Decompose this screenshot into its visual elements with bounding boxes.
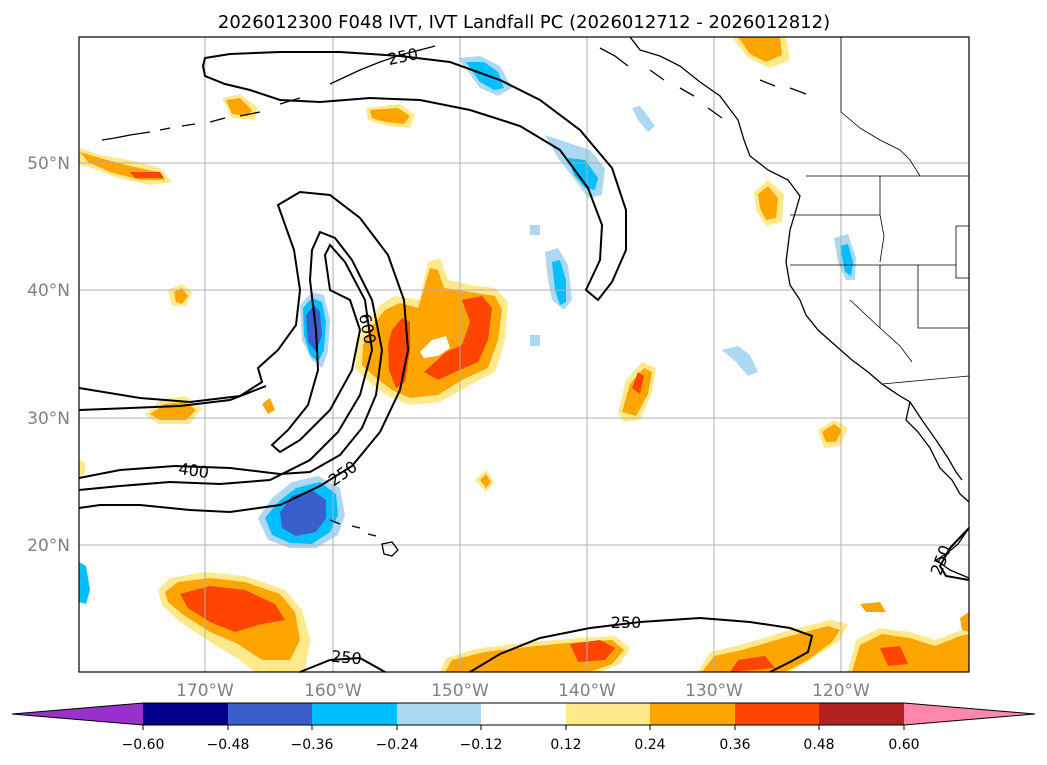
negative-pc-region <box>568 158 598 190</box>
positive-pc-region <box>370 108 410 124</box>
map-panel: 250 600 400 250 250 250 250 <box>78 36 970 673</box>
colorbar-extend-high <box>904 703 1035 725</box>
ivt-contours <box>78 51 970 673</box>
positive-pc-region <box>174 288 188 304</box>
colorbar-tick-label: 0.24 <box>634 737 665 753</box>
colorbar-segment <box>143 703 228 725</box>
negative-pc-region <box>280 490 326 536</box>
us-state-lines <box>790 176 970 385</box>
gridlines <box>79 37 969 672</box>
positive-pc-region <box>738 37 782 62</box>
negative-pc-region <box>466 62 504 90</box>
north-america-coastline <box>629 36 970 503</box>
positive-pc-region <box>822 424 842 442</box>
lon-label: 120°W <box>812 681 870 701</box>
lon-label: 150°W <box>431 681 489 701</box>
ivt-contour-400-outer <box>78 190 410 514</box>
colorbar-segment <box>650 703 735 725</box>
negative-pc-region <box>306 305 322 352</box>
colorbar-segment <box>481 703 566 725</box>
positive-pc-region <box>480 474 491 488</box>
latitude-labels: 50°N 40°N 30°N 20°N <box>27 154 70 556</box>
map-background <box>79 37 969 672</box>
longitude-labels: 170°W 160°W 150°W 140°W 130°W 120°W <box>176 681 870 701</box>
positive-pc-region <box>960 612 969 632</box>
lat-label: 50°N <box>27 154 70 174</box>
colorbar-tick-label: −0.60 <box>122 737 165 753</box>
colorbar-tick-label: 0.60 <box>888 737 919 753</box>
ivt-contour-250-west <box>78 385 267 411</box>
colorbar: −0.60 −0.48 −0.36 −0.24 −0.12 0.12 0.24 … <box>11 702 1036 753</box>
colorbar-segment <box>397 703 481 725</box>
lat-label: 30°N <box>27 409 70 429</box>
colorbar-tick-label: −0.48 <box>207 737 250 753</box>
colorbar-segment <box>566 703 650 725</box>
map-frame <box>78 36 970 673</box>
colorbar-segment <box>228 703 312 725</box>
negative-pc-region <box>840 244 853 276</box>
positive-pc-region <box>852 634 969 672</box>
positive-pc-region <box>226 98 252 116</box>
lat-label: 20°N <box>27 536 70 556</box>
pc-shading <box>79 37 969 672</box>
colorbar-tick-label: −0.12 <box>460 737 503 753</box>
positive-pc-region <box>424 296 492 380</box>
positive-pc-region <box>130 172 164 178</box>
positive-pc-region <box>730 656 775 672</box>
colorbar-segment <box>735 703 819 725</box>
lat-label: 40°N <box>27 281 70 301</box>
colorbar-tick-label: −0.24 <box>376 737 419 753</box>
positive-pc-region <box>758 186 778 220</box>
contour-label: 250 <box>330 647 362 669</box>
colorbar-tick-label: 0.36 <box>719 737 750 753</box>
alaska-panhandle-islands <box>599 47 807 119</box>
colorbar-tick-label: 0.48 <box>803 737 834 753</box>
figure-title: 2026012300 F048 IVT, IVT Landfall PC (20… <box>218 12 830 33</box>
lon-label: 140°W <box>558 681 616 701</box>
positive-pc-region <box>632 372 644 394</box>
colorbar-segment <box>312 703 397 725</box>
positive-pc-region <box>880 646 908 666</box>
contour-label: 250 <box>611 613 642 632</box>
positive-pc-region <box>860 602 886 612</box>
contour-label: 400 <box>177 459 210 482</box>
colorbar-extend-low <box>12 703 143 725</box>
negative-pc-region <box>79 562 90 604</box>
positive-pc-region <box>180 586 285 632</box>
colorbar-tick-label: 0.12 <box>550 737 581 753</box>
colorbar-ticks <box>142 725 905 730</box>
coastlines <box>101 36 970 579</box>
hawaii-islands <box>329 519 399 557</box>
baja-peninsula-coast <box>909 401 963 481</box>
positive-pc-region <box>702 626 840 672</box>
positive-pc-region <box>262 398 275 414</box>
lon-label: 170°W <box>176 681 234 701</box>
positive-pc-region <box>622 368 652 416</box>
negative-pc-region <box>552 260 566 305</box>
positive-pc-region <box>570 640 615 662</box>
ivt-contour-250-north <box>201 51 627 302</box>
lon-label: 160°W <box>304 681 362 701</box>
ivt-contour-250-bottom-center <box>469 616 814 673</box>
negative-pc-region <box>530 225 540 235</box>
negative-pc-region <box>530 335 540 346</box>
ivt-contour-400-inner <box>78 230 384 491</box>
mexico-mainland-coast <box>934 527 970 579</box>
lon-label: 130°W <box>685 681 743 701</box>
colorbar-tick-label: −0.36 <box>291 737 334 753</box>
aleutian-islands <box>101 45 436 141</box>
negative-pc-region <box>632 106 655 132</box>
pc-hole <box>420 336 450 358</box>
positive-pc-region <box>79 460 85 476</box>
ivt-contour-250-south <box>299 656 386 673</box>
negative-pc-region <box>722 346 758 376</box>
colorbar-segment <box>819 703 904 725</box>
ivt-contour-250-east <box>938 527 970 581</box>
